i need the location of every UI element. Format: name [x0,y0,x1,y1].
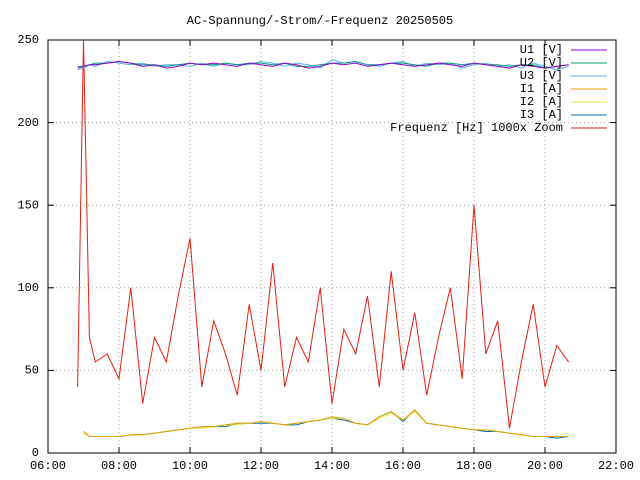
series-line [83,409,569,437]
series-line [77,39,570,429]
legend-label: I3 [A] [520,108,563,122]
series-line [77,60,569,69]
plot-border [47,39,617,454]
x-tick-label: 18:00 [456,459,492,473]
x-tick-label: 10:00 [172,459,208,473]
x-tick-label: 12:00 [243,459,279,473]
y-tick-label: 150 [17,198,39,212]
legend-label: U3 [V] [520,69,563,83]
y-tick-label: 250 [17,33,39,47]
y-tick-label: 100 [17,281,39,295]
legend-label: U1 [V] [520,43,563,57]
legend-label: I1 [A] [520,82,563,96]
x-tick-label: 16:00 [385,459,421,473]
legend-label: I2 [A] [520,95,563,109]
legend-label: Frequenz [Hz] 1000x Zoom [390,121,563,135]
legend-label: U2 [V] [520,56,563,70]
series-line [77,59,569,71]
x-tick-label: 06:00 [30,459,66,473]
chart-title: AC-Spannung/-Strom/-Frequenz 20250505 [187,14,453,28]
y-tick-label: 200 [17,116,39,130]
x-tick-label: 14:00 [314,459,350,473]
x-tick-label: 22:00 [598,459,634,473]
x-tick-label: 08:00 [101,459,137,473]
y-tick-label: 0 [32,446,39,460]
x-tick-label: 20:00 [527,459,563,473]
y-tick-label: 50 [25,364,39,378]
